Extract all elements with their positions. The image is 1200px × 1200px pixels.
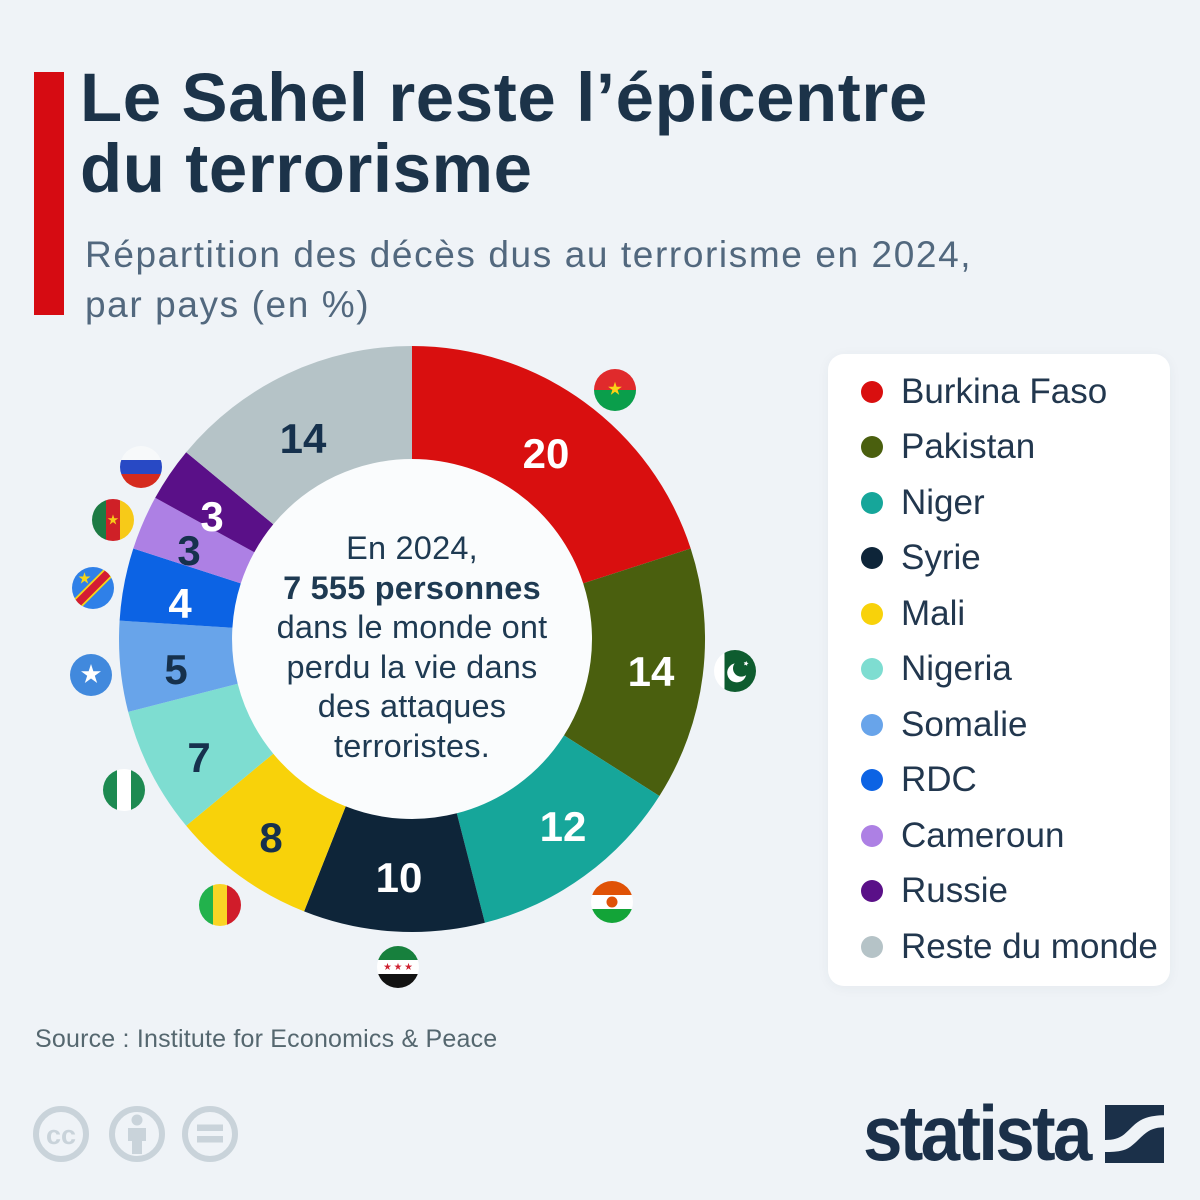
svg-text:20: 20 [523,430,570,477]
svg-text:12: 12 [540,803,587,850]
svg-text:10: 10 [376,854,423,901]
svg-text:8: 8 [259,814,282,861]
svg-text:14: 14 [628,648,675,695]
svg-text:3: 3 [177,527,200,574]
svg-text:4: 4 [168,580,192,627]
svg-text:14: 14 [280,415,327,462]
svg-text:statista: statista [863,1096,1093,1168]
svg-text:5: 5 [164,646,187,693]
svg-text:cc: cc [46,1120,76,1150]
svg-text:7: 7 [187,734,210,781]
svg-text:3: 3 [200,493,223,540]
